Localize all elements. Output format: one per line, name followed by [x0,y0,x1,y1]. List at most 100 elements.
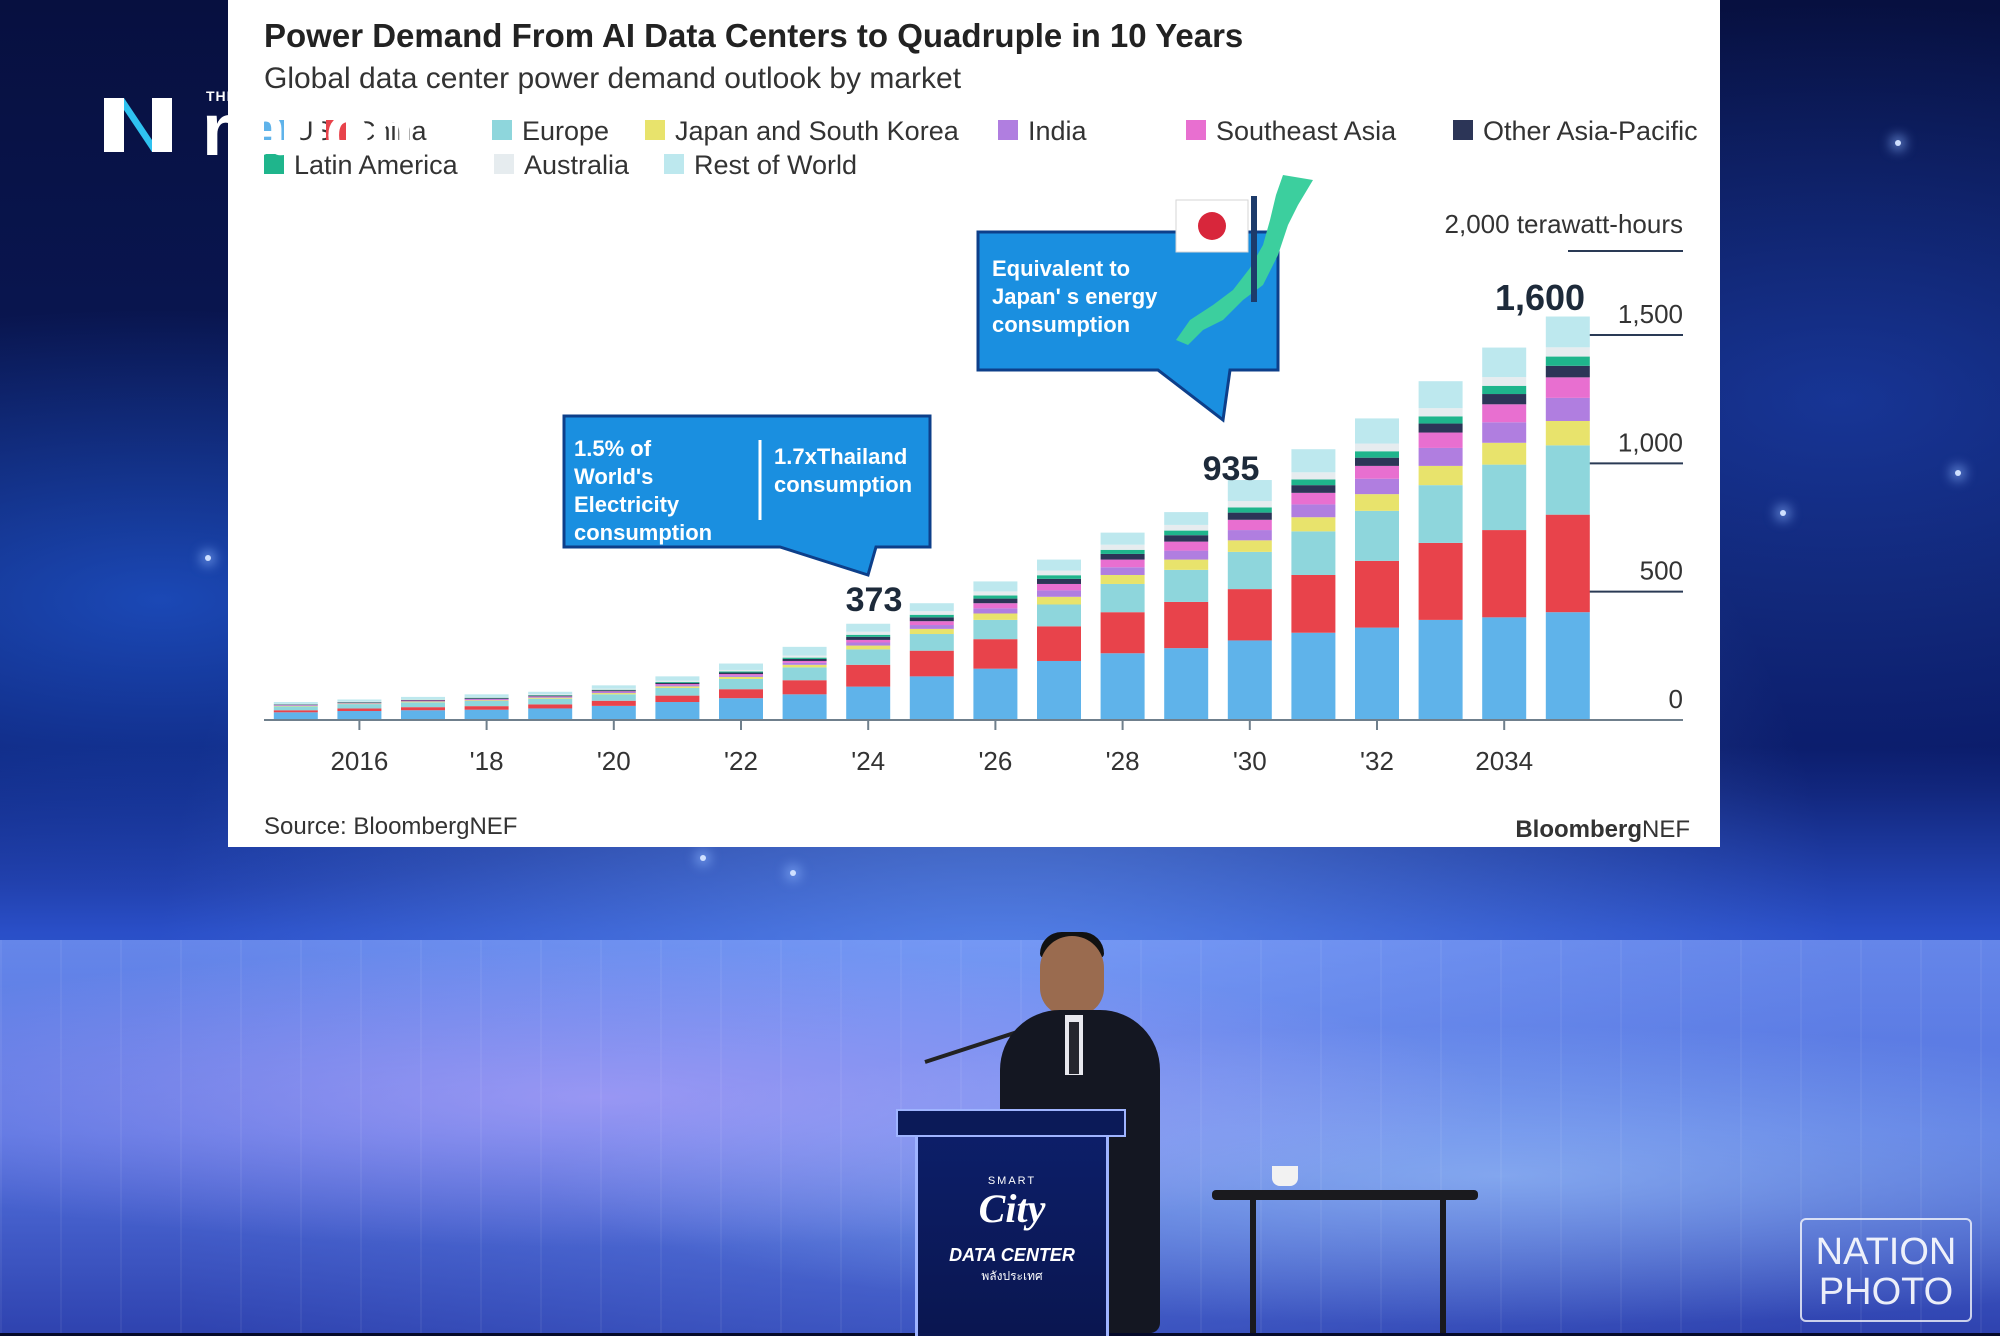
bar-segment [783,656,827,658]
bar-segment [1546,347,1590,356]
bar-segment [465,697,509,698]
bar-segment [1546,317,1590,348]
bar-segment [1419,448,1463,466]
bar-segment [719,673,763,675]
x-tick-label: '24 [851,746,885,776]
bar-segment [1037,560,1081,571]
bar-segment [655,683,699,684]
legend-swatch [664,154,684,174]
logo-word-text: nation [202,90,412,170]
y-tick-label: 0 [1669,684,1683,714]
bar-segment [465,700,509,701]
bar-segment [719,689,763,698]
bar-segment [401,707,445,710]
bar-segment [973,669,1017,720]
bar-segment [1228,589,1272,640]
bar-segment [1355,479,1399,494]
bar-segment [528,698,572,699]
bar-segment [973,596,1017,599]
bar-segment [1101,575,1145,584]
podium: SMART City DATA CENTER พลังประเทศ [915,1120,1109,1336]
side-table-leg [1440,1200,1446,1333]
bar-segment [1291,575,1335,633]
bar-segment [1419,416,1463,423]
x-tick-label: '18 [470,746,504,776]
x-tick-label: 2016 [330,746,388,776]
light-star [1955,470,1961,476]
bar-segment [1291,449,1335,472]
bar-segment [1101,554,1145,560]
source-note: Source: BloombergNEF [264,813,517,840]
bar-segment [1419,543,1463,620]
bar-segment [528,704,572,708]
bar-segment [846,637,890,640]
bar-segment [1546,366,1590,378]
bar-segment [1228,501,1272,507]
podium-top [896,1109,1126,1137]
bar-segment [592,693,636,694]
legend-swatch [645,120,665,140]
bar-segment [337,704,381,708]
bar-segment [274,704,318,705]
bar-segment [1164,570,1208,602]
bar-segment [655,688,699,696]
bar-segment [337,699,381,701]
side-table-leg [1250,1200,1256,1333]
bar-segment [1482,386,1526,394]
bar-segment [910,617,954,621]
bar-segment [655,686,699,688]
bar-segment [465,710,509,720]
legend-swatch [492,120,512,140]
bar-segment [465,694,509,697]
bar-segment [783,661,827,663]
bar-segment [655,684,699,685]
bar-segment [1355,511,1399,561]
bar-segment [1228,530,1272,540]
bar-segment [1546,398,1590,421]
bar-segment [592,701,636,706]
presentation-slide: Power Demand From AI Data Centers to Qua… [228,0,1720,847]
bar-segment [1419,381,1463,408]
bar-segment [274,705,318,706]
light-star [1780,510,1786,516]
bar-segment [465,698,509,699]
bar-segment [1482,443,1526,465]
bar-segment [1355,451,1399,457]
podium-city-text: City [918,1185,1106,1232]
bar-segment [465,699,509,700]
bar-segment [655,696,699,702]
bar-segment [592,690,636,691]
x-tick-label: '22 [724,746,758,776]
bar-segment [1037,590,1081,596]
bar-segment [1164,551,1208,560]
bar-segment [1164,535,1208,541]
bar-segment [1037,575,1081,579]
bar-segment [1164,531,1208,536]
bar-segment [1482,348,1526,378]
bar-segment [528,697,572,698]
bar-segment [1355,458,1399,466]
bar-segment [528,696,572,697]
bar-segment [846,646,890,650]
bar-segment [846,632,890,635]
bar-segment [910,611,954,615]
nation-photo-watermark: NATION PHOTO [1800,1218,1972,1322]
legend-swatch [1186,120,1206,140]
bar-segment [1101,584,1145,612]
bar-segment [592,691,636,692]
bar-segment [1355,444,1399,452]
bar-segment [592,694,636,700]
speaker-head [1040,936,1104,1016]
speaker-tie [1069,1022,1079,1074]
bar-segment [846,642,890,645]
x-tick-label: '26 [978,746,1012,776]
bar-segment [528,696,572,697]
bar-segment [1037,584,1081,590]
bar-segment [1291,493,1335,505]
legend-swatch [998,120,1018,140]
bar-segment [528,699,572,705]
coffee-cup [1272,1166,1298,1186]
bar-segment [1546,421,1590,445]
bar-segment [910,634,954,651]
